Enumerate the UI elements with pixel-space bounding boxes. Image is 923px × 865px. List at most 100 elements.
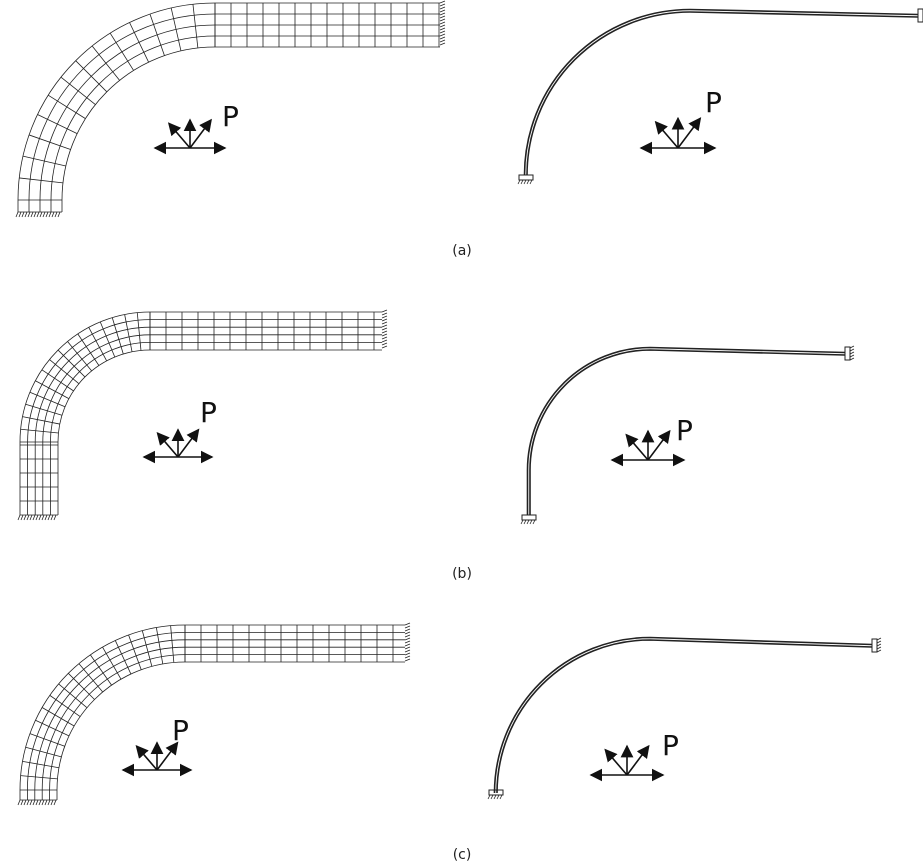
mesh-line (156, 628, 162, 664)
support-hatch (31, 212, 33, 217)
support-hatch (54, 515, 56, 520)
support-hatch (440, 19, 445, 21)
support-hatch (877, 638, 881, 640)
support-hatch (405, 632, 410, 634)
arrow (626, 435, 648, 460)
load-label: P (222, 100, 239, 133)
support-hatch (51, 515, 53, 520)
mesh-line (130, 23, 149, 63)
beam-line (495, 638, 873, 794)
arrow (137, 746, 157, 770)
arrow (678, 118, 700, 148)
mesh-line (92, 46, 119, 80)
support-hatch (405, 647, 410, 649)
support-hatch (405, 656, 410, 658)
mesh-line (150, 14, 165, 56)
support-hatch (51, 800, 53, 805)
support-hatch (24, 515, 26, 520)
support-hatch (497, 795, 499, 799)
load-label: P (676, 414, 693, 447)
mesh-line (61, 77, 95, 104)
support-hatch (440, 28, 445, 30)
mesh-line (23, 761, 59, 767)
support-hatch (440, 25, 445, 27)
support-hatch (405, 626, 410, 628)
support-hatch (382, 331, 387, 333)
support-hatch (19, 212, 21, 217)
support-hatch (43, 212, 45, 217)
support-hatch (382, 322, 387, 324)
mesh-line (62, 47, 440, 212)
support-hatch (524, 520, 526, 524)
support-hatch (55, 212, 57, 217)
support-hatch (850, 349, 854, 351)
support-hatch (382, 334, 387, 336)
mesh-line (50, 655, 405, 800)
support-hatch (440, 1, 445, 3)
mesh-line (23, 156, 66, 166)
support-hatch (405, 635, 410, 637)
mesh-line (171, 626, 174, 663)
caption: (b) (452, 566, 472, 582)
mesh-line (42, 647, 405, 800)
support-hatch (518, 180, 520, 184)
support-hatch (405, 629, 410, 631)
arrow (648, 431, 670, 460)
support-hatch (877, 641, 881, 643)
support-hatch (382, 319, 387, 321)
arrow (656, 122, 678, 148)
support-hatch (488, 795, 490, 799)
mesh-line (68, 342, 92, 371)
support-hatch (440, 16, 445, 18)
support-hatch (405, 653, 410, 655)
support-hatch (36, 515, 38, 520)
support-hatch (27, 515, 29, 520)
support-hatch (877, 644, 881, 646)
support-hatch (850, 355, 854, 357)
support-hatch (405, 638, 410, 640)
support-hatch (440, 40, 445, 42)
mesh-line (38, 115, 78, 134)
support-hatch (21, 515, 23, 520)
beam-line (497, 640, 872, 793)
support-hatch (405, 659, 410, 661)
mesh-line (20, 625, 405, 800)
support-hatch (382, 340, 387, 342)
support-hatch (25, 212, 27, 217)
mesh-line (76, 61, 107, 92)
mesh-line (40, 25, 440, 212)
arrow (627, 746, 649, 775)
mesh-line (50, 360, 79, 384)
mesh-line (89, 327, 107, 361)
support-hatch (382, 328, 387, 330)
support-hatch (34, 212, 36, 217)
support-hatch (49, 212, 51, 217)
support-hatch (382, 313, 387, 315)
support (489, 790, 503, 795)
mesh-line (171, 8, 181, 51)
support-hatch (405, 650, 410, 652)
support (845, 347, 850, 360)
support-hatch (36, 800, 38, 805)
support-hatch (527, 520, 529, 524)
support-hatch (524, 180, 526, 184)
support-hatch (48, 515, 50, 520)
load-label: P (172, 714, 189, 747)
arrow (178, 430, 198, 457)
support-hatch (491, 795, 493, 799)
support-hatch (28, 212, 30, 217)
mesh-line (58, 350, 382, 515)
support-hatch (530, 520, 532, 524)
support-hatch (21, 800, 23, 805)
support-hatch (16, 212, 18, 217)
support-hatch (24, 800, 26, 805)
support-hatch (405, 623, 410, 625)
load-label: P (200, 396, 217, 429)
support-hatch (382, 343, 387, 345)
mesh-line (21, 776, 58, 779)
support-hatch (382, 325, 387, 327)
support-hatch (22, 212, 24, 217)
support-hatch (46, 212, 48, 217)
arrow (190, 120, 211, 148)
support-hatch (440, 37, 445, 39)
